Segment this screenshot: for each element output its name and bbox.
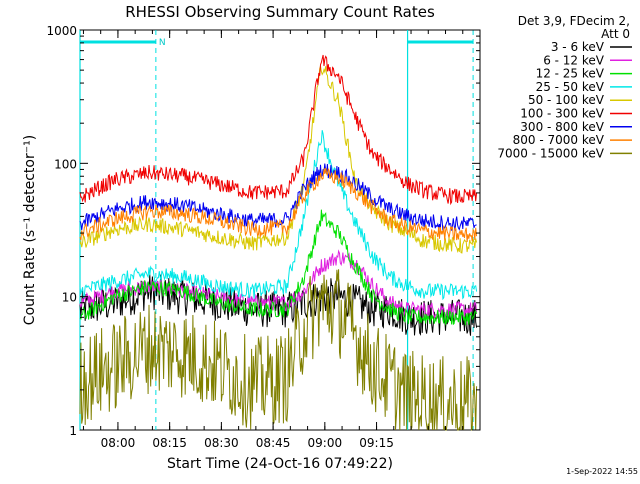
legend-label: 25 - 50 keV [536, 80, 605, 94]
legend-label: 100 - 300 keV [520, 107, 604, 121]
series-line [79, 54, 478, 206]
series-line [79, 163, 477, 232]
series-line [79, 209, 478, 326]
footer-timestamp: 1-Sep-2022 14:55 [566, 467, 638, 476]
x-tick-label: 08:30 [204, 436, 239, 450]
night-marker-label: N [159, 38, 166, 48]
x-axis-label: Start Time (24-Oct-16 07:49:22) [167, 456, 393, 472]
x-tick-label: 08:15 [152, 436, 187, 450]
series-line [79, 167, 478, 243]
y-tick-label: 100 [54, 157, 77, 171]
legend-label: 50 - 100 keV [528, 93, 605, 107]
series-line [79, 65, 478, 254]
series-layer [79, 54, 478, 431]
legend-header-line-1: Det 3,9, FDecim 2, [518, 14, 630, 28]
x-tick-label: 09:15 [359, 436, 394, 450]
legend-label: 6 - 12 keV [543, 53, 605, 67]
x-tick-label: 09:00 [308, 436, 343, 450]
y-axis: 1 10 100 1000 [46, 24, 480, 438]
y-tick-label: 10 [62, 291, 77, 305]
y-tick-label: 1 [69, 424, 77, 438]
legend-header-line-2: Att 0 [601, 27, 630, 41]
series-line [79, 130, 478, 301]
chart-title: RHESSI Observing Summary Count Rates [125, 3, 435, 21]
series-line [79, 269, 478, 431]
y-tick-label: 1000 [46, 24, 77, 38]
legend-label: 3 - 6 keV [551, 40, 605, 54]
x-tick-label: 08:45 [256, 436, 291, 450]
legend-label: 12 - 25 keV [536, 67, 605, 81]
legend-label: 7000 - 15000 keV [497, 146, 604, 160]
x-axis: 08:00 08:15 08:30 08:45 09:00 09:15 [82, 30, 464, 450]
legend-label: 300 - 800 keV [520, 120, 604, 134]
y-axis-label: Count Rate (s⁻¹ detector⁻¹) [22, 135, 38, 325]
x-tick-label: 08:00 [101, 436, 136, 450]
legend-label: 800 - 7000 keV [513, 133, 605, 147]
